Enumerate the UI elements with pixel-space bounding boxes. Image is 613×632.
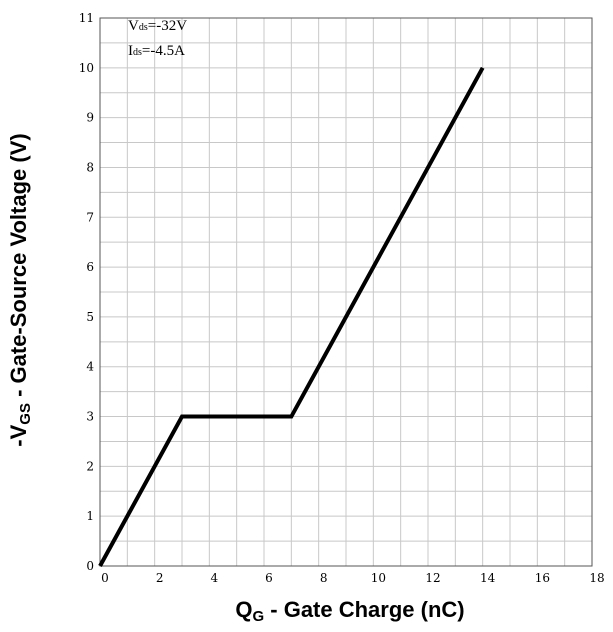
plot-frame <box>99 17 593 567</box>
y-axis-title-rest: - Gate-Source Voltage (V) <box>6 133 31 403</box>
x-axis-title-main: Q <box>235 597 252 622</box>
annotation-ids-main: I <box>128 43 133 59</box>
x-axis-title-rest: - Gate Charge (nC) <box>264 597 464 622</box>
annotation-vds-rest: =-32V <box>148 18 187 34</box>
y-tick-label: 7 <box>86 210 94 224</box>
annotation-ids-sub: ds <box>133 47 142 58</box>
y-tick-label: 4 <box>86 360 94 374</box>
x-tick-label: 0 <box>101 571 109 585</box>
annotation-ids: Ids=-4.5A <box>128 43 185 59</box>
annotation-ids-rest: =-4.5A <box>142 43 185 59</box>
y-tick-label: 0 <box>86 559 94 573</box>
y-tick-label: 2 <box>86 459 94 473</box>
x-axis-title: QG - Gate Charge (nC) <box>235 597 464 625</box>
y-axis-title: -VGS - Gate-Source Voltage (V) <box>6 133 34 446</box>
x-tick-label: 12 <box>425 571 440 585</box>
y-axis-title-sub: GS <box>17 403 34 425</box>
series-line <box>98 66 485 567</box>
x-tick-label: 10 <box>371 571 386 585</box>
x-axis-title-sub: G <box>252 608 264 625</box>
y-axis-title-main: -V <box>6 424 31 446</box>
y-tick-label: 11 <box>79 11 94 25</box>
y-tick-label: 6 <box>86 260 94 274</box>
x-tick-label: 8 <box>320 571 328 585</box>
x-tick-label: 4 <box>211 571 219 585</box>
y-tick-label: 10 <box>79 61 94 75</box>
series-group <box>98 66 485 567</box>
annotation-vds-sub: ds <box>139 22 148 33</box>
grid-lines <box>99 17 593 567</box>
annotation-vds: Vds=-32V <box>128 18 187 34</box>
annotation-vds-main: V <box>128 18 139 34</box>
x-tick-label: 14 <box>480 571 496 585</box>
y-tick-label: 3 <box>86 410 94 424</box>
y-tick-label: 1 <box>86 509 94 523</box>
x-tick-label: 18 <box>589 571 604 585</box>
x-tick-label: 6 <box>265 571 273 585</box>
x-tick-label: 16 <box>535 571 550 585</box>
x-tick-label: 2 <box>156 571 164 585</box>
y-tick-label: 5 <box>86 310 94 324</box>
y-tick-label: 8 <box>86 160 94 174</box>
y-tick-label: 9 <box>86 111 94 125</box>
